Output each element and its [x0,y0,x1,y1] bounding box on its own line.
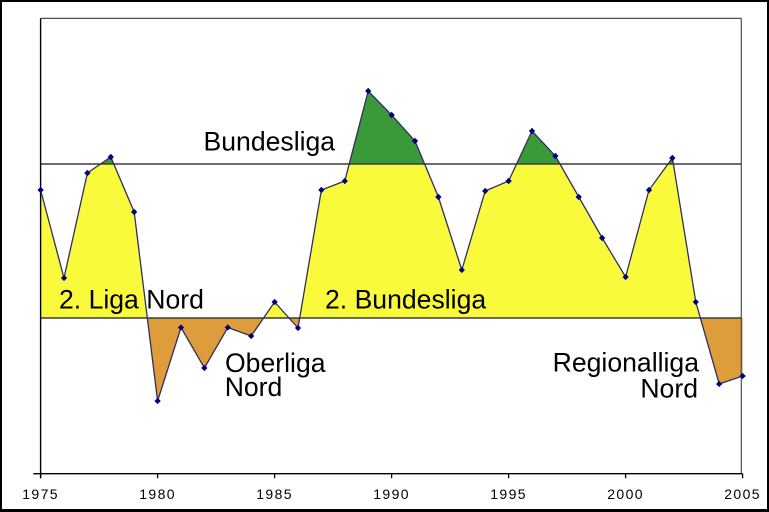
svg-text:Nord: Nord [640,373,698,403]
svg-text:1975: 1975 [22,486,59,502]
svg-text:Regionalliga: Regionalliga [553,347,700,377]
svg-text:Nord: Nord [225,372,283,402]
svg-text:1990: 1990 [373,486,410,502]
svg-text:2000: 2000 [607,486,644,502]
svg-text:2. Liga Nord: 2. Liga Nord [59,285,204,315]
svg-text:2. Bundesliga: 2. Bundesliga [325,285,486,315]
svg-text:1995: 1995 [490,486,527,502]
svg-text:2005: 2005 [724,486,761,502]
svg-text:1985: 1985 [256,486,293,502]
svg-text:Oberliga: Oberliga [225,348,326,378]
svg-text:1980: 1980 [139,486,176,502]
svg-text:Bundesliga: Bundesliga [204,126,336,156]
